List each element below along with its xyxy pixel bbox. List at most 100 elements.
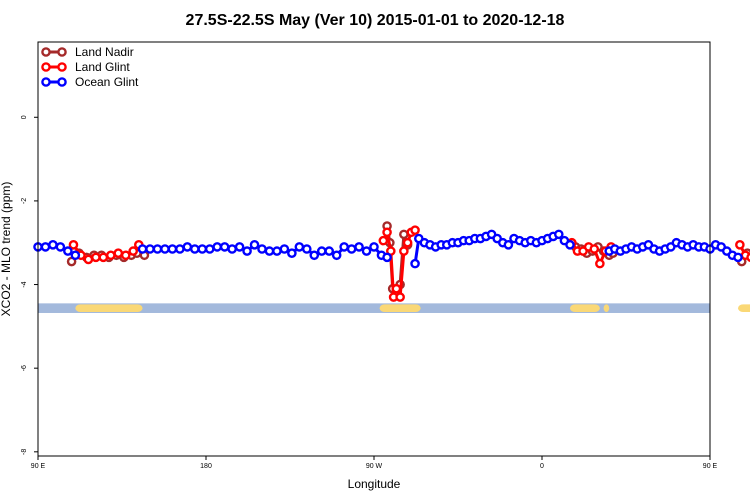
x-axis-label: Longitude [348, 477, 401, 491]
x-tick-label: 90 E [703, 463, 718, 470]
x-axis: 90 E 180 90 W 0 90 E [31, 456, 718, 470]
data-point [565, 240, 575, 250]
data-point [63, 246, 73, 256]
data-point [391, 283, 402, 294]
data-point [145, 244, 155, 254]
data-point [595, 258, 605, 269]
data-point [91, 252, 101, 263]
legend-marker [57, 47, 67, 57]
y-tick-label: -6 [21, 365, 28, 371]
data-point [354, 242, 364, 252]
data-point [324, 246, 335, 256]
ocean-strip [38, 303, 710, 313]
data-point [257, 244, 267, 254]
data-point [152, 244, 163, 254]
data-point [294, 242, 305, 252]
land-segment [379, 304, 421, 312]
data-point [733, 252, 743, 263]
data-point [197, 244, 208, 254]
land-segment [603, 304, 610, 312]
data-point [410, 258, 420, 269]
data-point [160, 244, 170, 254]
data-point [234, 242, 245, 252]
data-point [279, 244, 290, 254]
data-point [410, 225, 420, 235]
y-tick-label: -8 [21, 449, 28, 455]
legend-item: Land Glint [41, 60, 130, 74]
data-point [746, 252, 750, 263]
data-point [735, 240, 745, 250]
data-point [219, 242, 230, 252]
land-ocean-band [38, 303, 750, 313]
x-tick-label: 90 E [31, 463, 46, 470]
legend-marker [41, 62, 51, 72]
data-point [128, 246, 138, 256]
data-point [68, 240, 79, 250]
data-point [503, 240, 514, 250]
data-point [554, 229, 564, 240]
data-point [204, 244, 215, 254]
legend-label: Ocean Glint [75, 75, 139, 89]
land-segment [75, 304, 143, 312]
x-tick-label: 90 W [366, 463, 383, 470]
chart-title: 27.5S-22.5S May (Ver 10) 2015-01-01 to 2… [186, 12, 565, 29]
data-point [316, 246, 327, 256]
data-point [48, 240, 58, 250]
data-point [399, 229, 409, 240]
data-point [369, 242, 379, 252]
data-point [382, 227, 392, 238]
legend-label: Land Nadir [75, 45, 134, 59]
data-point [287, 248, 297, 258]
data-point [182, 242, 193, 252]
legend-marker [57, 77, 67, 87]
data-point [40, 242, 51, 252]
legend-marker [57, 62, 67, 72]
data-point [382, 252, 392, 263]
data-point [227, 244, 237, 254]
data-point [395, 292, 405, 302]
data-point [361, 246, 372, 256]
data-point [83, 254, 94, 265]
data-point [339, 242, 349, 252]
legend-marker [41, 47, 51, 57]
data-point [589, 244, 600, 254]
legend-item: Land Nadir [41, 45, 134, 59]
data-point [106, 250, 116, 261]
legend-marker [41, 77, 51, 87]
legend-item: Ocean Glint [41, 75, 139, 89]
series-land-glint [68, 225, 750, 302]
data-point [242, 246, 252, 256]
data-point [264, 246, 275, 256]
data-point [249, 240, 260, 250]
data-point [301, 244, 312, 254]
data-point [378, 235, 389, 246]
data-point [120, 250, 131, 261]
y-tick-label: -2 [21, 198, 28, 204]
land-segment [738, 304, 750, 312]
legend-label: Land Glint [75, 60, 130, 74]
data-point [137, 244, 148, 254]
land-segment [570, 304, 600, 312]
data-point [167, 244, 178, 254]
data-point [399, 246, 409, 256]
data-point [175, 244, 185, 254]
data-point [346, 244, 357, 254]
y-axis-label: XCO2 - MLO trend (ppm) [0, 182, 13, 317]
y-tick-label: 0 [21, 115, 28, 119]
data-point [402, 237, 413, 248]
y-tick-label: -4 [21, 281, 28, 287]
data-point [70, 250, 81, 261]
data-point [309, 250, 320, 261]
data-point [272, 246, 282, 256]
data-point [113, 248, 124, 258]
data-point [55, 242, 66, 252]
data-point [189, 244, 200, 254]
x-tick-label: 180 [200, 463, 212, 470]
x-tick-label: 0 [540, 463, 544, 470]
data-point [331, 250, 342, 261]
data-point [212, 242, 222, 252]
y-axis: 0 -2 -4 -6 -8 [21, 115, 38, 455]
data-point [98, 252, 109, 263]
